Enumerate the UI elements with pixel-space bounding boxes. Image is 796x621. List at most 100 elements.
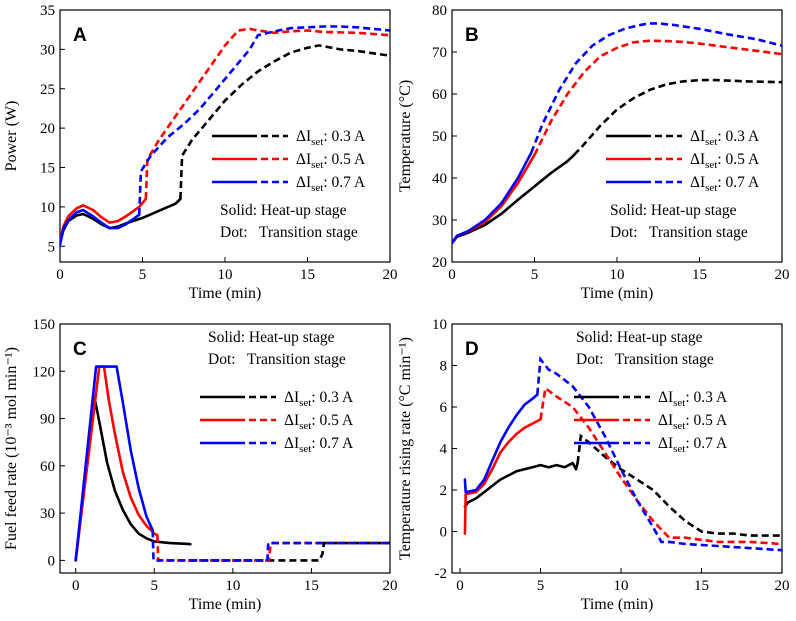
series-2-solid-line [463, 393, 539, 494]
y-tick-label: 50 [432, 129, 447, 145]
series-1-dashed-line [144, 27, 390, 200]
y-axis-label: Temperature (°C) [397, 80, 414, 192]
legend-label: ΔIset: 0.7 A [690, 174, 760, 194]
y-axis-label: Temperature rising rate (°C min⁻¹) [397, 337, 414, 560]
x-axis-label: Time (min) [581, 285, 654, 302]
x-tick-label: 15 [304, 578, 319, 594]
x-tick-label: 10 [614, 578, 629, 594]
y-tick-label: 30 [432, 213, 447, 229]
y-tick-label: 70 [432, 45, 447, 61]
series-2-dashed-line [536, 355, 782, 552]
panel-label: C [73, 339, 87, 360]
y-tick-label: 0 [440, 525, 448, 541]
y-tick-label: 20 [40, 121, 55, 137]
series-0-solid-line [60, 197, 182, 246]
y-tick-label: 5 [48, 239, 56, 255]
panel-label: A [73, 25, 87, 46]
stage-note: Solid: Heat-up stage [610, 202, 737, 219]
y-axis-label: Fuel feed rate (10⁻³ mol min⁻¹) [3, 347, 20, 550]
x-axis-label: Time (min) [189, 596, 262, 613]
x-tick-label: 0 [448, 267, 456, 283]
legend-label: ΔIset: 0.5 A [690, 151, 760, 171]
series-2-dashed-line [137, 25, 390, 215]
legend: ΔIset: 0.3 A ΔIset: 0.5 A ΔIset: 0.7 A [574, 389, 728, 455]
panel-d: 0 5 10 15 20 -2 0 2 4 6 8 10 Time (min) Temperature r… [397, 317, 790, 613]
legend-label: ΔIset: 0.3 A [284, 389, 354, 409]
panel-b: 0 5 10 15 20 20 30 40 50 60 70 80 Time (min) Temperat… [397, 3, 790, 302]
y-tick-label: 80 [432, 3, 447, 19]
legend-label: ΔIset: 0.5 A [658, 412, 728, 432]
y-tick-label: 40 [432, 171, 447, 187]
legend-label: ΔIset: 0.7 A [284, 435, 354, 455]
x-axis-label: Time (min) [581, 596, 654, 613]
y-tick-label: 30 [40, 506, 55, 522]
series-group [452, 22, 782, 245]
series-0-dashed-line [190, 541, 390, 562]
x-tick-label: 10 [225, 578, 240, 594]
y-tick-label: 150 [33, 317, 56, 333]
y-tick-label: -2 [435, 566, 448, 582]
series-1-solid-line [74, 365, 159, 562]
legend: ΔIset: 0.3 A ΔIset: 0.5 A ΔIset: 0.7 A [212, 128, 366, 194]
series-group [60, 25, 390, 246]
x-tick-label: 0 [456, 578, 464, 594]
x-tick-label: 15 [300, 267, 315, 283]
legend-label: ΔIset: 0.3 A [658, 389, 728, 409]
series-2-solid-line [452, 151, 533, 245]
series-2-solid-line [74, 365, 154, 562]
series-1-solid-line [463, 418, 542, 535]
x-tick-label: 5 [139, 267, 147, 283]
x-tick-label: 10 [610, 267, 625, 283]
stage-note: Solid: Heat-up stage [208, 329, 335, 346]
x-tick-label: 10 [218, 267, 233, 283]
x-tick-label: 5 [531, 267, 539, 283]
y-tick-label: 60 [432, 87, 447, 103]
y-tick-label: 90 [40, 412, 55, 428]
stage-note: Dot: Transition stage [208, 351, 346, 368]
x-tick-label: 15 [694, 578, 709, 594]
y-tick-label: 10 [432, 317, 447, 333]
y-tick-label: 35 [40, 3, 55, 19]
series-2-dashed-line [151, 530, 390, 562]
x-tick-label: 20 [383, 578, 398, 594]
x-tick-label: 5 [537, 578, 545, 594]
x-tick-label: 0 [56, 267, 64, 283]
series-group [463, 355, 782, 552]
y-tick-label: 4 [440, 442, 448, 458]
series-1-dashed-line [156, 535, 390, 562]
legend-label: ΔIset: 0.3 A [296, 128, 366, 148]
y-tick-label: 2 [440, 483, 448, 499]
panel-label: D [465, 339, 479, 360]
x-tick-label: 20 [775, 578, 790, 594]
y-tick-label: 6 [440, 400, 448, 416]
legend: ΔIset: 0.3 A ΔIset: 0.5 A ΔIset: 0.7 A [200, 389, 354, 455]
y-tick-label: 10 [40, 200, 55, 216]
x-tick-label: 15 [692, 267, 707, 283]
panel-c: 0 5 10 15 20 0 30 60 90 120 150 Time (min) Fuel feed… [3, 317, 398, 613]
x-tick-label: 0 [72, 578, 80, 594]
series-2-dashed-line [529, 22, 782, 154]
series-0-dashed-line [573, 78, 782, 156]
legend: ΔIset: 0.3 A ΔIset: 0.5 A ΔIset: 0.7 A [606, 128, 760, 194]
y-tick-label: 15 [40, 161, 55, 177]
legend-label: ΔIset: 0.5 A [296, 151, 366, 171]
legend-label: ΔIset: 0.3 A [690, 128, 760, 148]
stage-note: Solid: Heat-up stage [220, 202, 347, 219]
series-0-dashed-line [179, 44, 390, 200]
y-tick-label: 25 [40, 82, 55, 98]
legend-label: ΔIset: 0.7 A [296, 174, 366, 194]
series-1-dashed-line [533, 39, 782, 156]
stage-note: Dot: Transition stage [576, 351, 714, 368]
x-axis-label: Time (min) [189, 285, 262, 302]
plot-frame [59, 323, 391, 574]
series-0-solid-line [463, 461, 579, 508]
legend-label: ΔIset: 0.5 A [284, 412, 354, 432]
series-2-solid-line [60, 208, 141, 246]
y-tick-label: 30 [40, 42, 55, 58]
y-tick-label: 120 [33, 364, 56, 380]
y-axis-label: Power (W) [3, 101, 20, 172]
x-tick-label: 5 [151, 578, 159, 594]
legend-label: ΔIset: 0.7 A [658, 435, 728, 455]
x-tick-label: 20 [775, 267, 790, 283]
stage-note: Dot: Transition stage [610, 224, 748, 241]
